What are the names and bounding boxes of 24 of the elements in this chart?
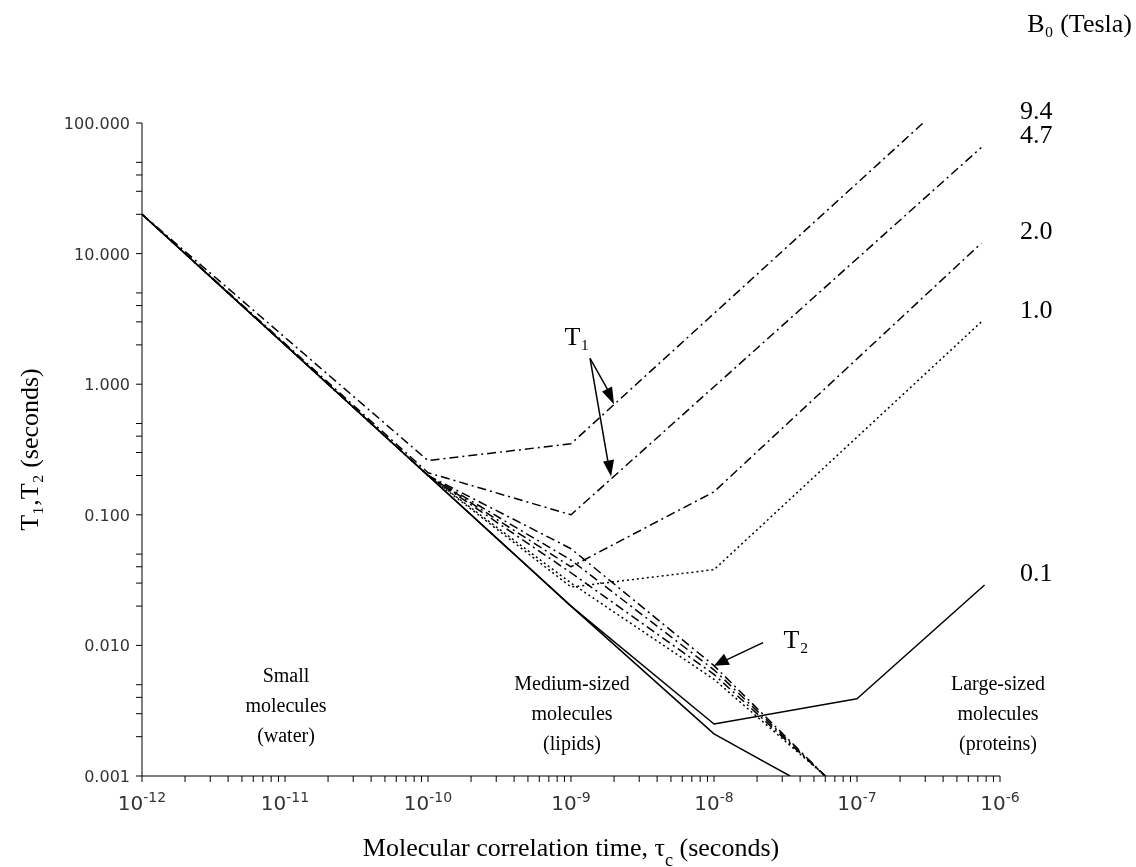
annotation: Small molecules (water): [245, 664, 327, 747]
x-tick-label: 10$^{-11}$: [260, 789, 310, 815]
y-tick-label: 0.010: [84, 636, 130, 656]
x-tick-label: 10$^{-6}$: [980, 789, 1020, 815]
series-label: 1.0: [1020, 294, 1053, 324]
y-axis-title: T₁,T₂ (seconds): [15, 368, 44, 531]
annotation: Large-sized molecules (proteins): [950, 672, 1046, 755]
series-label: 2.0: [1020, 216, 1053, 246]
y-tick-label: 1.000: [84, 375, 130, 395]
y-tick-label: 10.000: [74, 244, 130, 264]
annotation: Medium-sized molecules (lipids): [514, 672, 630, 755]
y-tick-label: 100.000: [63, 114, 130, 133]
annotation: T₁: [564, 322, 590, 352]
x-tick-label: 10$^{-12}$: [117, 789, 167, 815]
series-label: 0.1: [1020, 558, 1053, 588]
y-tick-label: 0.100: [84, 505, 130, 525]
x-tick-label: 10$^{-8}$: [694, 789, 734, 815]
x-tick-label: 10$^{-10}$: [403, 789, 453, 815]
x-tick-label: 10$^{-9}$: [551, 789, 591, 815]
x-axis-title: Molecular correlation time, τ$_{c}$ (seconds): [362, 833, 780, 867]
legend-title: B₀ (Tesla): [1027, 9, 1132, 38]
x-tick-label: 10$^{-7}$: [837, 789, 877, 815]
y-tick-label: 0.001: [84, 767, 130, 786]
annotation: T₂: [783, 624, 809, 654]
